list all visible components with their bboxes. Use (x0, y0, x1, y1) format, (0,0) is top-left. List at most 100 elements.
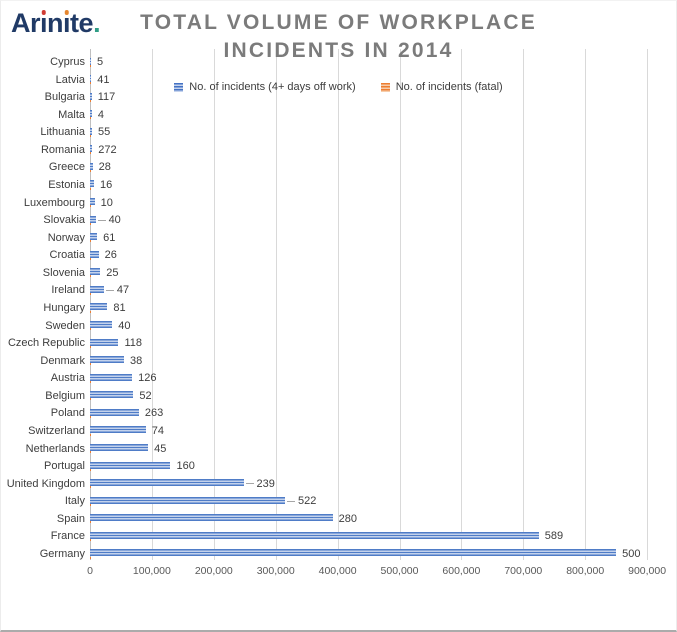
arinite-logo-letter: ı (63, 8, 71, 38)
bar-nonfatal-switzerland (90, 426, 146, 434)
value-label-latvia: 41 (97, 73, 110, 86)
category-label-luxembourg: Luxembourg (23, 196, 85, 209)
bar-fatal-germany (90, 556, 92, 559)
category-label-malta: Malta (58, 108, 85, 121)
category-label-hungary: Hungary (43, 301, 85, 314)
legend-label-nonfatal: No. of incidents (4+ days off work) (189, 81, 356, 93)
category-label-bulgaria: Bulgaria (44, 91, 85, 104)
bar-fatal-poland (90, 416, 92, 419)
bar-fatal-bulgaria (90, 99, 92, 102)
category-label-czech-republic: Czech Republic (7, 337, 85, 350)
bar-fatal-czech-republic (90, 345, 92, 348)
bar-fatal-norway (90, 240, 92, 243)
gridline-800000 (585, 49, 587, 560)
bar-fatal-denmark (90, 363, 92, 366)
category-label-romania: Romania (40, 143, 85, 156)
value-label-germany: 500 (622, 547, 641, 560)
value-label-denmark: 38 (130, 354, 143, 367)
gridline-100000 (151, 49, 153, 560)
value-label-sweden: 40 (118, 319, 131, 332)
bar-nonfatal-france (90, 531, 539, 539)
value-label-belgium: 52 (139, 389, 152, 402)
bar-fatal-latvia (90, 82, 92, 85)
label-leader-line-ireland (105, 289, 114, 291)
logo-i-dot-icon (64, 10, 69, 15)
bar-fatal-romania (90, 152, 92, 155)
bar-nonfatal-austria (90, 373, 133, 381)
x-axis-tick-600000: 600,000 (442, 565, 481, 577)
arinite-logo-letter: ı (40, 8, 48, 38)
bar-nonfatal-cyprus (90, 57, 92, 65)
x-axis-tick-0: 0 (87, 565, 93, 577)
bar-fatal-spain (90, 521, 92, 524)
category-label-sweden: Sweden (45, 319, 85, 332)
category-label-norway: Norway (47, 231, 85, 244)
arinite-logo: Arı nı te. (11, 8, 101, 39)
x-axis-tick-200000: 200,000 (194, 565, 233, 577)
gridline-400000 (337, 49, 339, 560)
value-label-lithuania: 55 (97, 126, 111, 139)
bar-fatal-austria (90, 380, 92, 383)
gridline-500000 (399, 49, 401, 560)
value-label-greece: 28 (98, 161, 111, 174)
bar-fatal-sweden (90, 328, 92, 331)
bar-nonfatal-romania (90, 145, 93, 153)
category-label-estonia: Estonia (48, 178, 85, 191)
bar-fatal-cyprus (90, 64, 92, 67)
bar-fatal-belgium (90, 398, 92, 401)
value-label-austria: 126 (138, 372, 157, 385)
category-label-slovenia: Slovenia (42, 266, 85, 279)
value-label-slovakia: 40 (108, 214, 121, 227)
bar-nonfatal-poland (90, 408, 139, 416)
bar-nonfatal-bulgaria (90, 92, 92, 100)
bar-nonfatal-netherlands (90, 444, 149, 452)
category-label-denmark: Denmark (40, 354, 85, 367)
arinite-logo-letter: . (93, 8, 101, 38)
gridline-200000 (213, 49, 215, 560)
bar-fatal-luxembourg (90, 205, 92, 208)
bar-fatal-slovenia (90, 275, 92, 278)
gridline-600000 (461, 49, 463, 560)
bar-nonfatal-slovakia (90, 215, 96, 223)
category-label-poland: Poland (50, 407, 85, 420)
label-leader-line-united-kingdom (245, 483, 254, 485)
x-axis-tick-100000: 100,000 (132, 565, 171, 577)
value-label-luxembourg: 10 (100, 196, 113, 209)
bar-fatal-france (90, 539, 92, 542)
bar-fatal-hungary (90, 310, 92, 313)
category-label-netherlands: Netherlands (25, 442, 85, 455)
bar-fatal-greece (90, 170, 92, 173)
bar-fatal-united-kingdom (90, 486, 92, 489)
bar-nonfatal-croatia (90, 250, 99, 258)
legend-swatch-nonfatal-icon (174, 82, 184, 92)
value-label-netherlands: 45 (154, 442, 167, 455)
arinite-logo-letter: te (70, 8, 94, 38)
category-label-slovakia: Slovakia (43, 214, 85, 227)
category-label-croatia: Croatia (49, 249, 85, 262)
bar-nonfatal-hungary (90, 303, 108, 311)
chart-title-line2: INCIDENTS IN 2014 (223, 39, 454, 62)
category-label-lithuania: Lithuania (40, 126, 85, 139)
bar-nonfatal-germany (90, 549, 617, 557)
value-label-italy: 522 (297, 495, 317, 508)
category-label-ireland: Ireland (51, 284, 85, 297)
bar-nonfatal-portugal (90, 461, 171, 469)
legend-swatch-fatal-icon (380, 82, 390, 92)
bar-nonfatal-sweden (90, 321, 113, 329)
category-label-united-kingdom: United Kingdom (6, 477, 85, 490)
arinite-logo-letter: Ar (11, 8, 41, 38)
x-axis-tick-500000: 500,000 (380, 565, 419, 577)
value-label-norway: 61 (103, 231, 116, 244)
value-label-portugal: 160 (176, 460, 195, 473)
bar-nonfatal-estonia (90, 180, 95, 188)
chart-title-line1: TOTAL VOLUME OF WORKPLACE (140, 11, 537, 34)
category-label-austria: Austria (50, 372, 85, 385)
category-label-greece: Greece (48, 161, 85, 174)
value-label-slovenia: 25 (106, 266, 119, 279)
category-label-cyprus: Cyprus (50, 56, 85, 68)
logo-i-dot-icon (41, 10, 46, 15)
value-label-croatia: 26 (104, 249, 117, 262)
bar-nonfatal-united-kingdom (90, 479, 244, 487)
